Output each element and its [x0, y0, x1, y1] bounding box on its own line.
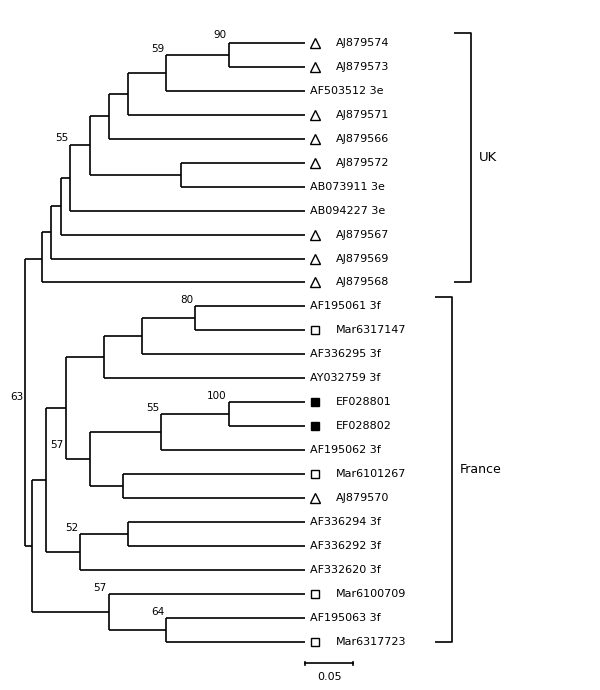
Text: AJ879573: AJ879573 [336, 62, 389, 72]
Text: AJ879566: AJ879566 [336, 134, 389, 144]
Text: AF336292 3f: AF336292 3f [310, 541, 381, 551]
Text: EF028801: EF028801 [336, 397, 392, 407]
Text: AJ879570: AJ879570 [336, 493, 389, 503]
Text: AJ879568: AJ879568 [336, 277, 389, 288]
Text: 100: 100 [207, 391, 227, 401]
Text: AF195063 3f: AF195063 3f [310, 613, 381, 623]
Text: UK: UK [479, 151, 497, 164]
Text: AF195062 3f: AF195062 3f [310, 445, 381, 455]
Text: EF028802: EF028802 [336, 421, 392, 431]
Text: AJ879572: AJ879572 [336, 158, 389, 168]
Text: 57: 57 [94, 583, 107, 593]
Text: AJ879569: AJ879569 [336, 253, 389, 264]
Text: AF336295 3f: AF336295 3f [310, 349, 381, 359]
Text: Mar6317147: Mar6317147 [336, 326, 407, 335]
Text: Mar6100709: Mar6100709 [336, 589, 406, 599]
Text: 63: 63 [10, 393, 23, 402]
Text: France: France [460, 463, 502, 476]
Text: AY032759 3f: AY032759 3f [310, 373, 380, 384]
Text: AF195061 3f: AF195061 3f [310, 302, 381, 311]
Text: 52: 52 [65, 523, 78, 533]
Text: 64: 64 [151, 607, 164, 617]
Text: 57: 57 [50, 440, 64, 450]
Text: AJ879567: AJ879567 [336, 230, 389, 239]
Text: 55: 55 [55, 133, 68, 143]
Text: 0.05: 0.05 [317, 672, 341, 682]
Text: Mar6101267: Mar6101267 [336, 469, 406, 479]
Text: 55: 55 [146, 403, 160, 413]
Text: 90: 90 [214, 30, 227, 41]
Text: AB094227 3e: AB094227 3e [310, 206, 385, 215]
Text: AJ879574: AJ879574 [336, 38, 389, 48]
Text: AF332620 3f: AF332620 3f [310, 565, 381, 575]
Text: AJ879571: AJ879571 [336, 110, 389, 120]
Text: AB073911 3e: AB073911 3e [310, 181, 385, 192]
Text: AF336294 3f: AF336294 3f [310, 517, 381, 527]
Text: AF503512 3e: AF503512 3e [310, 86, 383, 96]
Text: 80: 80 [180, 295, 193, 305]
Text: Mar6317723: Mar6317723 [336, 637, 407, 647]
Text: 59: 59 [151, 43, 164, 54]
